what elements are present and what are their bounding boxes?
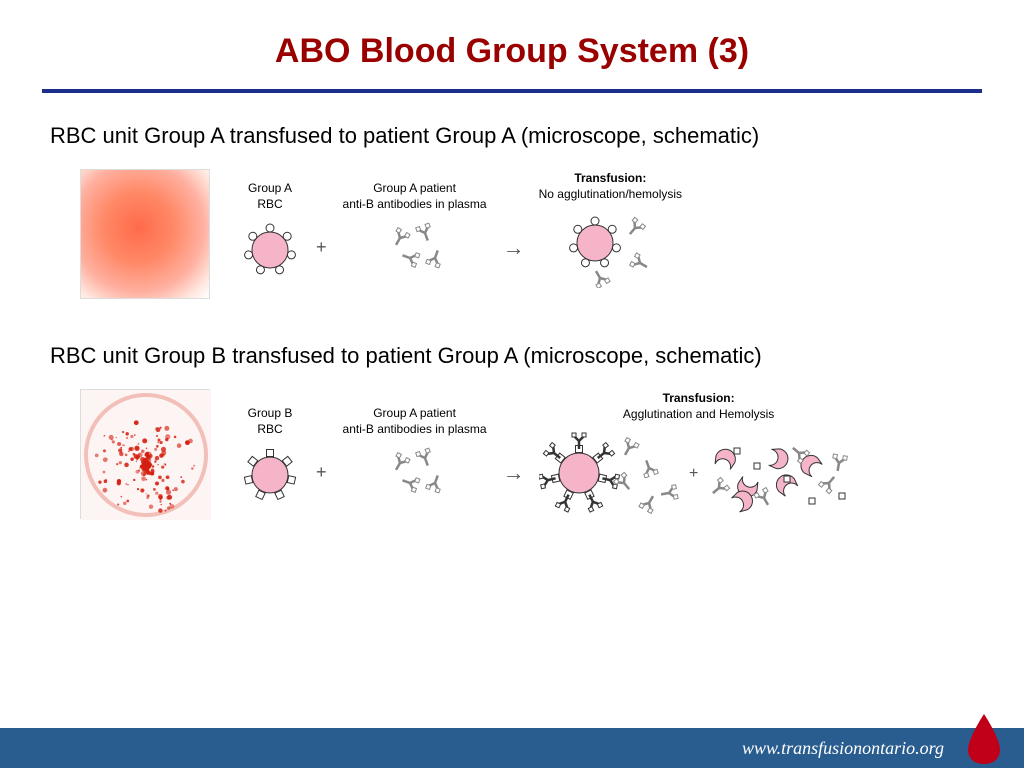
label-text: RBC	[248, 197, 292, 213]
plus-icon: +	[316, 462, 327, 483]
rbc-column-a: Group A RBC	[240, 181, 300, 278]
result-column-1: Transfusion: No agglutination/hemolysis	[539, 171, 682, 288]
result-agglutination-icon: +	[539, 428, 859, 518]
microscope-image-agglutination	[80, 389, 210, 519]
footer-bar: www.transfusionontario.org	[0, 728, 1024, 768]
result-label-1: Transfusion: No agglutination/hemolysis	[539, 171, 682, 202]
scenario-2-row: Group B RBC + Group A patient anti-B ant…	[50, 389, 974, 519]
result-compatible-icon	[545, 208, 675, 288]
rbc-b-label: Group B RBC	[248, 406, 293, 437]
label-text: Group A patient	[343, 406, 487, 422]
arrow-icon: →	[503, 235, 523, 261]
svg-text:+: +	[689, 465, 698, 482]
microscope-image-compatible	[80, 169, 210, 299]
label-text: No agglutination/hemolysis	[539, 187, 682, 203]
scenario-1-row: Group A RBC + Group A patient anti-B ant…	[50, 169, 974, 299]
plus-icon: +	[316, 237, 327, 258]
label-text: Transfusion:	[623, 391, 774, 407]
label-text: RBC	[248, 422, 293, 438]
rbc-column-b: Group B RBC	[240, 406, 300, 503]
label-text: anti-B antibodies in plasma	[343, 422, 487, 438]
result-column-2: Transfusion: Agglutination and Hemolysis…	[539, 391, 859, 518]
label-text: anti-B antibodies in plasma	[343, 197, 487, 213]
antibody-column-1: Group A patient anti-B antibodies in pla…	[343, 181, 487, 278]
label-text: Group B	[248, 406, 293, 422]
content-area: RBC unit Group A transfused to patient G…	[0, 93, 1024, 519]
label-text: Group A patient	[343, 181, 487, 197]
schematic-1: Group A RBC + Group A patient anti-B ant…	[240, 169, 974, 288]
result-label-2: Transfusion: Agglutination and Hemolysis	[623, 391, 774, 422]
footer-url: www.transfusionontario.org	[742, 738, 944, 759]
label-text: Group A	[248, 181, 292, 197]
scenario-2-heading: RBC unit Group B transfused to patient G…	[50, 343, 974, 369]
label-text: Agglutination and Hemolysis	[623, 407, 774, 423]
rbc-a-label: Group A RBC	[248, 181, 292, 212]
antibody-label-1: Group A patient anti-B antibodies in pla…	[343, 181, 487, 212]
antibody-column-2: Group A patient anti-B antibodies in pla…	[343, 406, 487, 503]
antibody-cluster-icon	[380, 443, 450, 503]
rbc-a-icon	[240, 218, 300, 278]
arrow-icon: →	[503, 460, 523, 486]
blood-drop-icon	[962, 710, 1006, 766]
label-text: Transfusion:	[539, 171, 682, 187]
slide-title: ABO Blood Group System (3)	[0, 0, 1024, 89]
schematic-2: Group B RBC + Group A patient anti-B ant…	[240, 389, 974, 518]
antibody-label-2: Group A patient anti-B antibodies in pla…	[343, 406, 487, 437]
scenario-1-heading: RBC unit Group A transfused to patient G…	[50, 123, 974, 149]
antibody-cluster-icon	[380, 218, 450, 278]
rbc-b-icon	[240, 443, 300, 503]
agglutination-speckle-icon	[81, 390, 211, 520]
